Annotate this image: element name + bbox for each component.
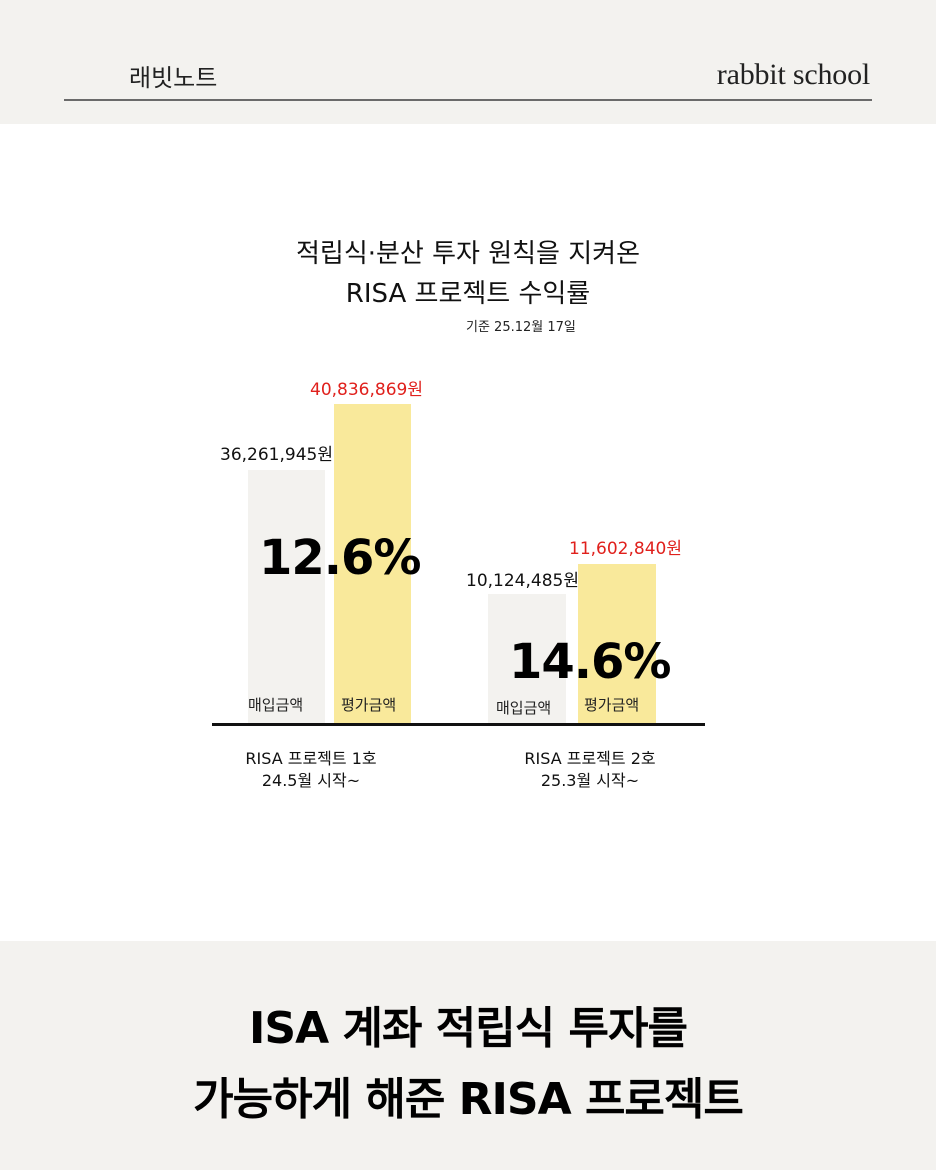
group-name-2: RISA 프로젝트 2호 xyxy=(524,749,656,768)
header: 래빗노트 rabbit school xyxy=(0,0,936,124)
group-start-1: 24.5월 시작~ xyxy=(261,771,361,790)
bar-buy-group2 xyxy=(488,594,566,724)
header-divider xyxy=(64,99,872,101)
brand-english: rabbit school xyxy=(716,58,870,91)
footer-headline-line1: ISA 계좌 적립식 투자를 xyxy=(249,1003,688,1054)
value-eval-group1: 40,836,869원 xyxy=(310,380,423,400)
chart-baseline xyxy=(212,723,705,726)
value-eval-group2: 11,602,840원 xyxy=(569,539,682,559)
group-start-2: 25.3월 시작~ xyxy=(540,771,640,790)
brand-korean: 래빗노트 xyxy=(129,64,218,92)
bar-label-buy-group1: 매입금액 xyxy=(248,696,304,714)
return-pct-group1: 12.6% xyxy=(259,530,422,586)
value-buy-group1: 36,261,945원 xyxy=(220,445,333,465)
group-label-1: RISA 프로젝트 1호 24.5월 시작~ xyxy=(211,748,411,792)
return-pct-group2: 14.6% xyxy=(509,634,672,690)
group-label-2: RISA 프로젝트 2호 25.3월 시작~ xyxy=(490,748,690,792)
bar-eval-group2 xyxy=(578,564,656,724)
footer-banner: ISA 계좌 적립식 투자를 가능하게 해준 RISA 프로젝트 xyxy=(0,941,936,1170)
bar-buy-group1 xyxy=(248,470,325,724)
chart-title-line2: RISA 프로젝트 수익률 xyxy=(345,279,591,309)
bar-label-buy-group2: 매입금액 xyxy=(496,699,552,717)
footer-headline-line2: 가능하게 해준 RISA 프로젝트 xyxy=(193,1074,744,1125)
value-buy-group2: 10,124,485원 xyxy=(466,571,579,591)
chart-subtitle: 기준 25.12월 17일 xyxy=(466,320,576,335)
bar-eval-group1 xyxy=(334,404,411,724)
bar-label-eval-group1: 평가금액 xyxy=(341,696,397,714)
bar-label-eval-group2: 평가금액 xyxy=(584,696,640,714)
group-name-1: RISA 프로젝트 1호 xyxy=(245,749,377,768)
chart-title-line1: 적립식·분산 투자 원칙을 지켜온 xyxy=(295,239,641,269)
